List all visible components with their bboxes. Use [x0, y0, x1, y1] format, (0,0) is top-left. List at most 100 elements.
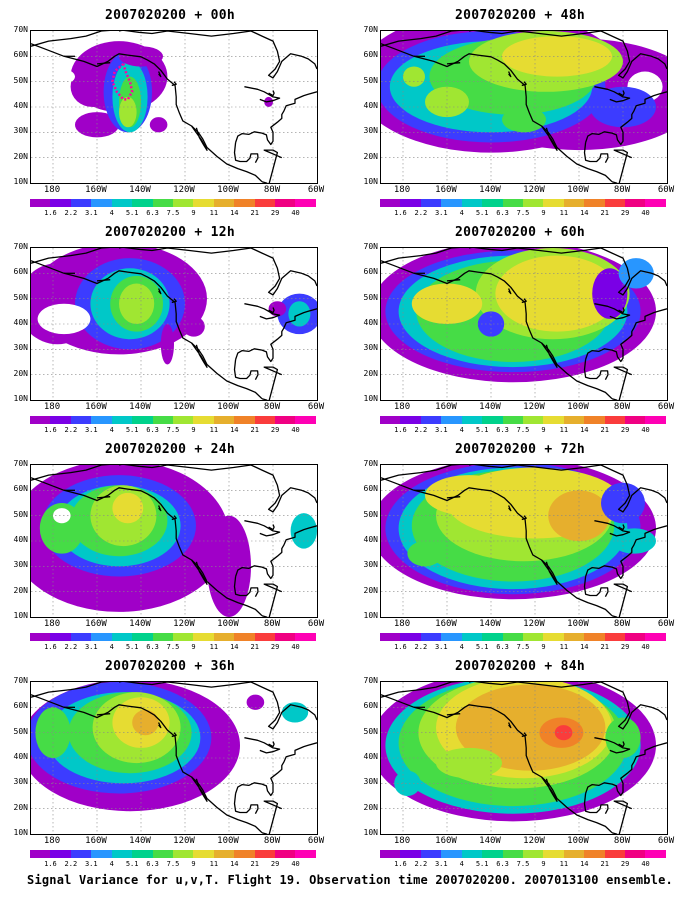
colorbar-tick-label: 6.3 [146, 426, 159, 434]
colorbar-swatch [400, 416, 421, 424]
colorbar-tick-label: 40 [291, 426, 300, 434]
coastline-path [158, 71, 162, 78]
colorbar-tick-label: 3.1 [84, 209, 98, 217]
colorbar-swatch [193, 416, 214, 424]
panel-title: 2007020200 + 36h [104, 659, 236, 674]
colorbar-swatch [111, 633, 133, 641]
latitude-tick-label: 20N [13, 151, 28, 161]
longitude-tick-label: 120W [523, 185, 545, 195]
longitude-tick-label: 120W [173, 836, 195, 846]
shaded-field [381, 248, 656, 383]
coastline-path [158, 288, 162, 295]
coastline-path [613, 366, 633, 400]
colorbar-swatch [275, 633, 296, 641]
latitude-tick-label: 60N [13, 701, 28, 711]
panel-title: 2007020200 + 48h [454, 8, 586, 23]
colorbar-tick-label: 5.1 [125, 643, 139, 651]
coastline-path [541, 776, 558, 802]
colorbar-swatch [111, 850, 133, 858]
colorbar-tick-label: 4 [459, 209, 464, 217]
colorbar-tick-label: 2.2 [414, 860, 428, 868]
gridlines [381, 465, 667, 617]
colorbar-tick-label: 6.3 [496, 209, 509, 217]
colorbar-swatch [30, 199, 51, 207]
latitude-tick-label: 30N [13, 126, 28, 136]
coastline-path [611, 181, 618, 183]
longitude-tick-label: 80W [613, 185, 631, 195]
longitude-tick-label: 180 [43, 619, 61, 629]
colorbar-swatch [522, 850, 544, 858]
coastline-path [244, 737, 281, 754]
colorbar-tick-label: 3.1 [434, 643, 448, 651]
coastline-path [191, 776, 208, 802]
contour-fill [502, 107, 546, 133]
latitude-tick-label: 20N [363, 585, 378, 595]
coastline-path [191, 125, 208, 151]
longitude-tick-label: 160W [435, 185, 457, 195]
map-area [380, 247, 668, 401]
contour-fill [554, 725, 573, 741]
colorbar-swatch [111, 199, 133, 207]
longitude-tick-label: 140W [129, 619, 151, 629]
colorbar-swatch [604, 633, 626, 641]
colorbar-swatch [172, 199, 194, 207]
longitude-tick-label: 120W [173, 402, 195, 412]
coastline-path [96, 279, 111, 282]
coastline-path [250, 31, 317, 79]
coastline-path [250, 248, 317, 296]
longitude-tick-label: 120W [523, 402, 545, 412]
contour-fill [53, 508, 71, 524]
colorbar-tick-label: 29 [620, 643, 630, 651]
panel-title: 2007020200 + 24h [104, 442, 236, 457]
latitude-tick-label: 60N [363, 701, 378, 711]
coastline-path [381, 248, 602, 264]
coastline-path [263, 149, 283, 183]
contour-fill [411, 283, 483, 324]
coastline-path [234, 525, 317, 580]
coastline [381, 465, 667, 617]
latitude-tick-label: 30N [363, 560, 378, 570]
latitude-tick-label: 10N [13, 394, 28, 403]
latitude-tick-label: 30N [363, 343, 378, 353]
shaded-field [381, 31, 667, 153]
coastline-path [584, 525, 667, 580]
latitude-tick-label: 70N [13, 459, 28, 468]
contour-fill [455, 684, 606, 771]
coastline-path [171, 81, 177, 87]
colorbar [380, 633, 666, 641]
coastline [381, 682, 667, 834]
colorbar-swatch [213, 633, 235, 641]
longitude-tick-label: 80W [613, 836, 631, 846]
colorbar-tick-label: 21 [250, 860, 259, 868]
latitude-tick-label: 30N [13, 560, 28, 570]
longitude-tick-label: 180 [43, 836, 61, 846]
colorbar-swatch [420, 633, 442, 641]
contour-fill [246, 694, 265, 710]
colorbar-tick-label: 11 [209, 643, 219, 651]
coastline-path [583, 793, 609, 814]
colorbar-tick-label: 3.1 [84, 643, 98, 651]
longitude-tick-label: 60W [307, 185, 325, 195]
latitude-tick-label: 70N [13, 676, 28, 685]
colorbar-tick-label: 11 [559, 209, 569, 217]
colorbar-swatch [234, 416, 255, 424]
colorbar-tick-label: 1.6 [394, 643, 407, 651]
colorbar-tick-label: 7.5 [166, 426, 180, 434]
colorbar-swatch [234, 633, 255, 641]
coastline-path [583, 142, 609, 163]
longitude-tick-label: 100W [217, 402, 239, 412]
colorbar-tick-label: 4 [459, 643, 464, 651]
coastline-path [521, 298, 527, 304]
longitude-tick-label: 140W [479, 836, 501, 846]
latitude-tick-label: 60N [363, 484, 378, 494]
shaded-field [31, 248, 317, 365]
longitude-tick-label: 80W [263, 619, 281, 629]
colorbar-swatch [50, 416, 71, 424]
coastline-path [446, 713, 461, 716]
contour-fill [37, 303, 91, 335]
longitude-tick-label: 180 [393, 185, 411, 195]
map-panel: 2007020200 + 84h 70N 60N 50N 40N 30N 20N 10N 180… [350, 659, 690, 877]
contour-fill [425, 86, 469, 118]
colorbar-swatch [563, 416, 585, 424]
coastline-path [96, 713, 111, 716]
